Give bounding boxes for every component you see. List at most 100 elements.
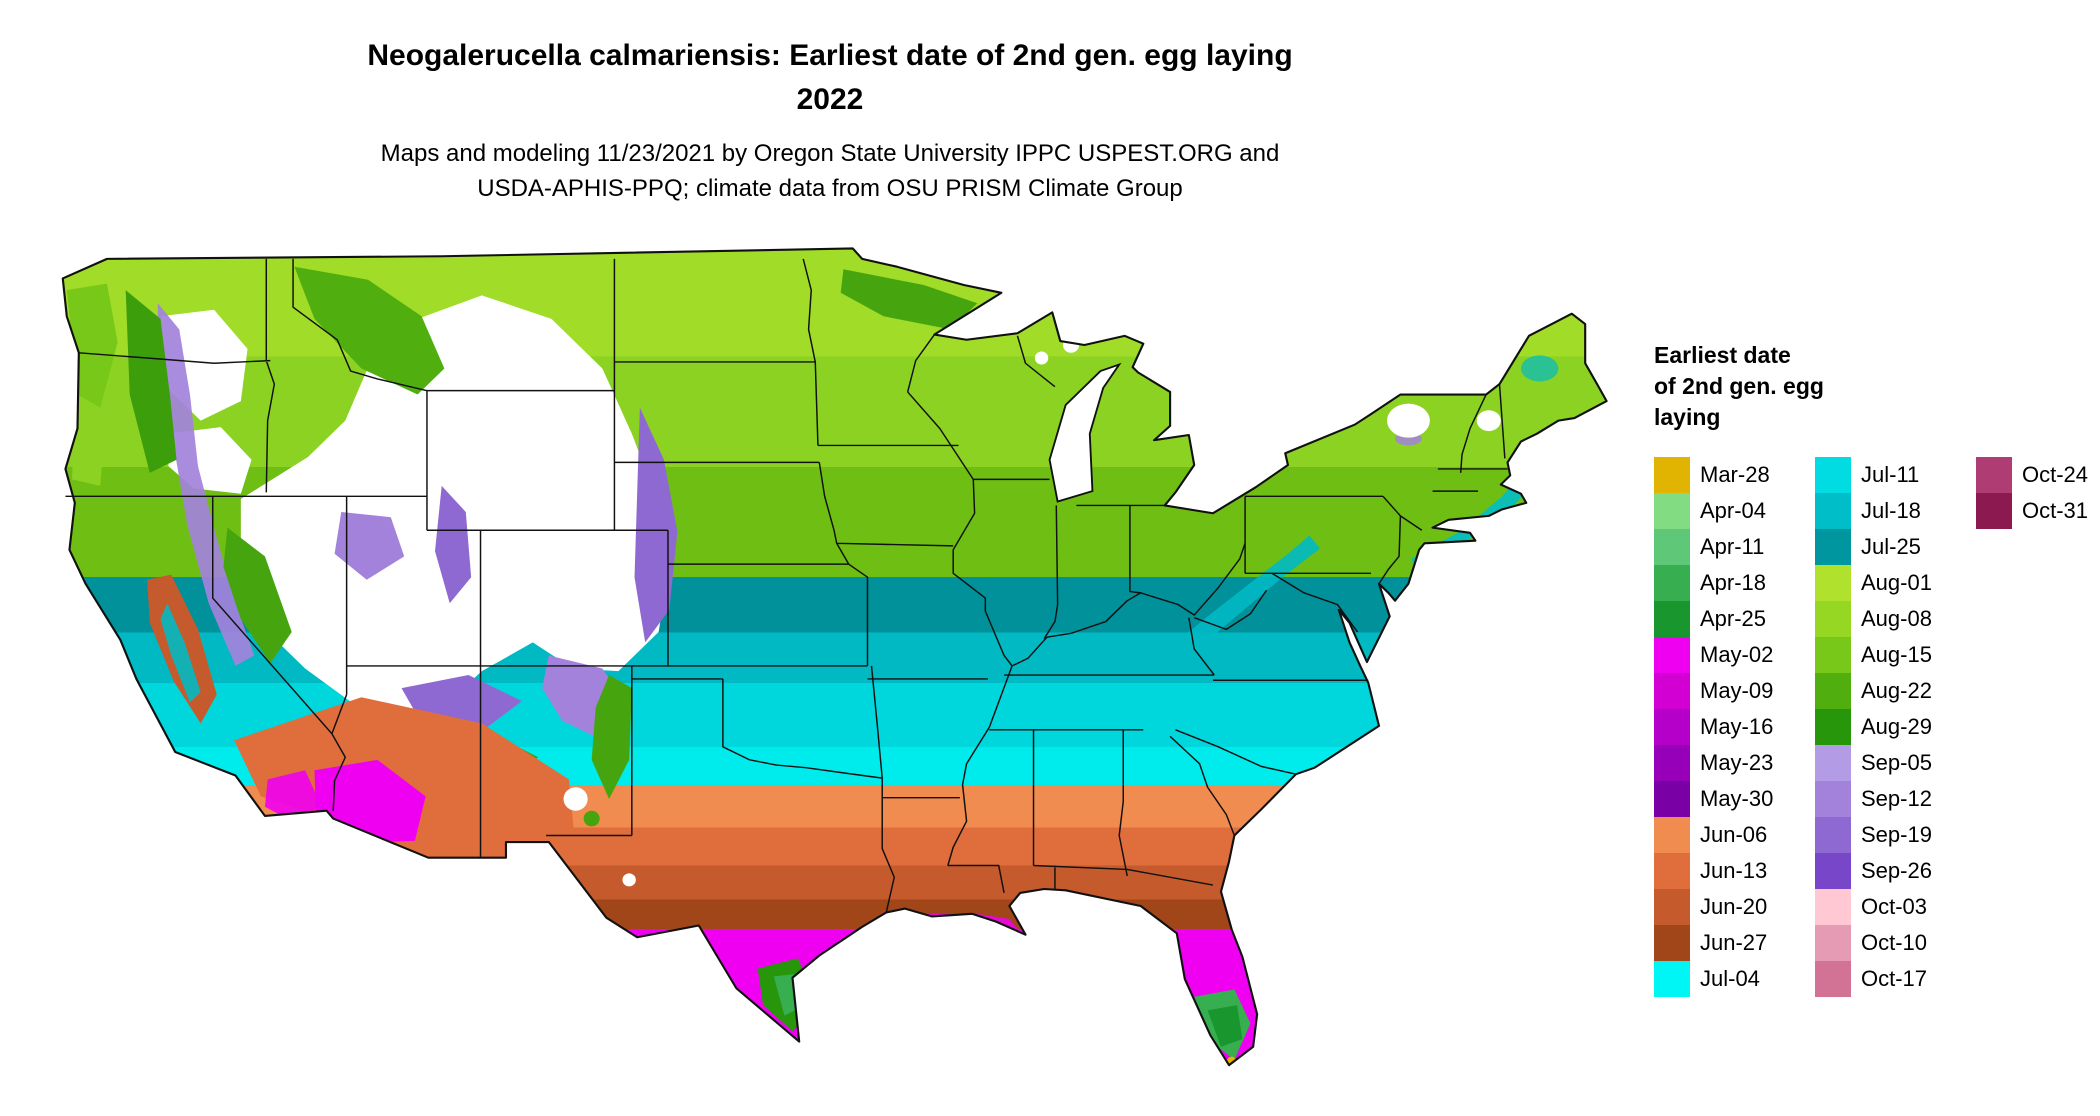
legend-swatch — [1654, 781, 1690, 817]
legend-label: Sep-26 — [1861, 858, 1932, 883]
legend-label: Sep-19 — [1861, 822, 1932, 847]
legend-swatch — [1654, 493, 1690, 529]
legend-swatch — [1654, 529, 1690, 565]
legend-entry: May-30 — [1654, 781, 1815, 817]
legend-entry: Jul-25 — [1815, 529, 1976, 565]
legend-label: Jun-20 — [1700, 894, 1768, 919]
legend-label: Apr-11 — [1700, 534, 1765, 559]
legend-label: Aug-22 — [1861, 678, 1932, 703]
legend-swatch — [1654, 673, 1690, 709]
south-texas-green-patch — [757, 958, 817, 1032]
legend-entry: May-23 — [1654, 745, 1815, 781]
legend-label: Jun-06 — [1700, 822, 1768, 847]
legend-column: Oct-24 Oct-31 — [1976, 457, 2100, 529]
legend-label: May-23 — [1700, 750, 1774, 775]
legend-swatch — [1654, 709, 1690, 745]
legend-swatch — [1654, 853, 1690, 889]
legend-label: Oct-10 — [1861, 930, 1928, 955]
legend-entry: Jun-20 — [1654, 889, 1815, 925]
legend-entry: Oct-31 — [1976, 493, 2100, 529]
legend: Earliest date of 2nd gen. egg laying Mar… — [1654, 340, 2100, 997]
legend-label: Jul-25 — [1861, 534, 1921, 559]
subtitle-line-2: USDA-APHIS-PPQ; climate data from OSU PR… — [477, 175, 1183, 202]
legend-label: Apr-25 — [1700, 606, 1767, 631]
legend-label: Apr-18 — [1700, 570, 1767, 595]
state-borders — [65, 258, 1508, 913]
legend-swatch — [1654, 889, 1690, 925]
legend-label: May-16 — [1700, 714, 1774, 739]
legend-label: Jun-27 — [1700, 930, 1768, 955]
legend-label: May-02 — [1700, 642, 1774, 667]
legend-label: Jul-11 — [1861, 462, 1920, 487]
legend-swatch — [1815, 889, 1851, 925]
florida-tip-patches — [1191, 989, 1251, 1066]
legend-entry: Jul-11 — [1815, 457, 1976, 493]
legend-swatch — [1815, 709, 1851, 745]
legend-entry: Aug-01 — [1815, 565, 1976, 601]
legend-label: Sep-05 — [1861, 750, 1932, 775]
legend-column: Jul-11 Jul-18 Jul-25 Aug-01 Aug-08 Aug-15 Aug-… — [1815, 457, 1976, 997]
legend-swatch — [1654, 817, 1690, 853]
legend-swatch — [1654, 457, 1690, 493]
legend-label: Jul-18 — [1861, 498, 1921, 523]
legend-entry: Aug-15 — [1815, 637, 1976, 673]
map-header: Neogalerucella calmariensis: Earliest da… — [0, 34, 1660, 206]
legend-label: Mar-28 — [1700, 462, 1770, 487]
legend-entry: Aug-29 — [1815, 709, 1976, 745]
legend-entry: Sep-26 — [1815, 853, 1976, 889]
legend-swatch — [1815, 961, 1851, 997]
map-canvas — [40, 238, 1620, 1086]
legend-entry: Oct-24 — [1976, 457, 2100, 493]
legend-swatch — [1815, 781, 1851, 817]
legend-swatch — [1654, 637, 1690, 673]
legend-entry: Apr-04 — [1654, 493, 1815, 529]
legend-swatch — [1815, 601, 1851, 637]
subtitle-line-1: Maps and modeling 11/23/2021 by Oregon S… — [380, 140, 1280, 167]
legend-label: Apr-04 — [1700, 498, 1767, 523]
legend-entry: Jul-04 — [1654, 961, 1815, 997]
legend-swatch — [1654, 961, 1690, 997]
legend-entry: Apr-25 — [1654, 601, 1815, 637]
legend-swatch — [1815, 817, 1851, 853]
legend-entry: Sep-12 — [1815, 781, 1976, 817]
legend-entry: Oct-17 — [1815, 961, 1976, 997]
legend-entry: Oct-10 — [1815, 925, 1976, 961]
legend-entry: May-16 — [1654, 709, 1815, 745]
legend-title-line-3: laying — [1654, 404, 1721, 430]
legend-label: May-09 — [1700, 678, 1774, 703]
legend-swatch — [1815, 529, 1851, 565]
legend-swatch — [1815, 925, 1851, 961]
lake-michigan — [1048, 362, 1122, 503]
legend-label: Oct-24 — [2022, 462, 2089, 487]
legend-swatch — [1815, 853, 1851, 889]
legend-swatch — [1654, 925, 1690, 961]
legend-entry: Oct-03 — [1815, 889, 1976, 925]
legend-entry: Aug-08 — [1815, 601, 1976, 637]
legend-entry: Jun-06 — [1654, 817, 1815, 853]
legend-swatch — [1976, 493, 2012, 529]
central-valley-patch — [147, 574, 217, 724]
legend-label: Aug-08 — [1861, 606, 1932, 631]
legend-entry: Sep-19 — [1815, 817, 1976, 853]
legend-label: Aug-15 — [1861, 642, 1932, 667]
legend-swatch — [1654, 565, 1690, 601]
map-fill-layer — [62, 248, 1607, 1066]
legend-title-line-2: of 2nd gen. egg — [1654, 373, 1824, 399]
legend-label: Sep-12 — [1861, 786, 1932, 811]
legend-entry: Apr-11 — [1654, 529, 1815, 565]
legend-title-line-1: Earliest date — [1654, 342, 1791, 368]
page-subtitle: Maps and modeling 11/23/2021 by Oregon S… — [0, 136, 1660, 206]
legend-label: Jul-04 — [1700, 966, 1760, 991]
september-purple-patches — [157, 303, 1422, 741]
legend-label: Jun-13 — [1700, 858, 1768, 883]
legend-entry: Apr-18 — [1654, 565, 1815, 601]
legend-swatch — [1654, 601, 1690, 637]
legend-label: Oct-17 — [1861, 966, 1928, 991]
legend-entry: Jun-13 — [1654, 853, 1815, 889]
appalachian-teal-streak — [1172, 535, 1321, 661]
legend-entry: May-02 — [1654, 637, 1815, 673]
legend-entry: Aug-22 — [1815, 673, 1976, 709]
legend-label: May-30 — [1700, 786, 1774, 811]
legend-swatch — [1815, 745, 1851, 781]
legend-columns: Mar-28 Apr-04 Apr-11 Apr-18 Apr-25 May-02 May-… — [1654, 457, 2100, 997]
